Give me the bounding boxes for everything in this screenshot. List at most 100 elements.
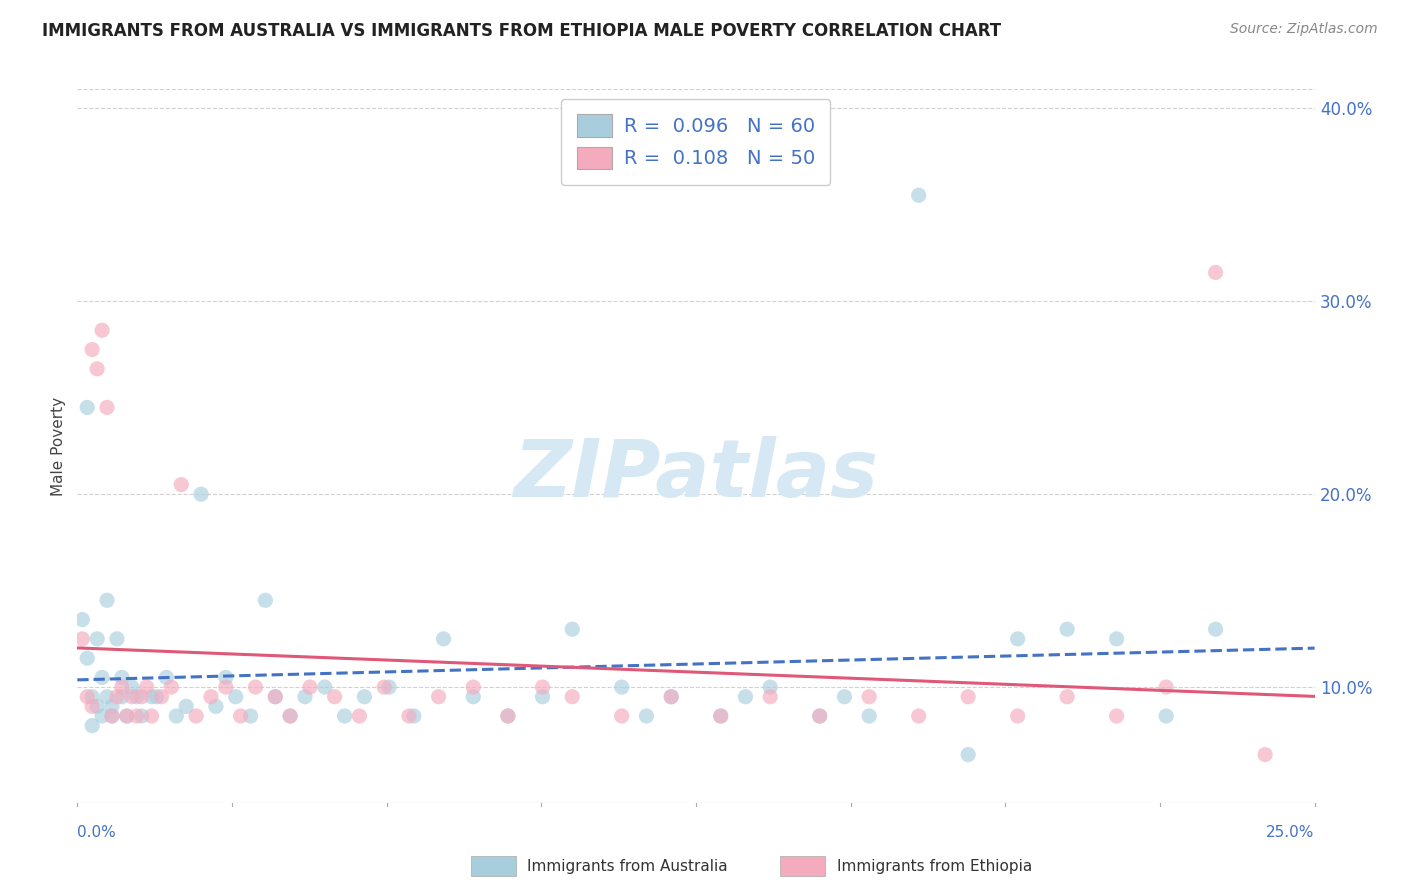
Point [86, 362, 108, 376]
Text: 0.0%: 0.0% [77, 825, 117, 840]
Point [907, 709, 929, 723]
Point [1254, 747, 1277, 762]
Point [86, 632, 108, 646]
Point [710, 709, 733, 723]
Point [278, 709, 301, 723]
Point [245, 680, 267, 694]
Text: Immigrants from Ethiopia: Immigrants from Ethiopia [837, 859, 1032, 873]
Point [170, 477, 193, 491]
Point [225, 690, 247, 704]
Point [294, 690, 316, 704]
Point [298, 680, 321, 694]
Point [957, 690, 980, 704]
Point [1056, 690, 1078, 704]
Point [333, 709, 356, 723]
Point [111, 680, 134, 694]
Point [378, 680, 401, 694]
Point [463, 690, 485, 704]
Point [278, 709, 301, 723]
Point [111, 670, 134, 684]
Point [125, 709, 148, 723]
Point [205, 699, 228, 714]
Point [215, 680, 238, 694]
Point [141, 709, 163, 723]
Point [561, 690, 583, 704]
Point [101, 709, 124, 723]
Point [759, 690, 782, 704]
Point [141, 690, 163, 704]
Point [264, 690, 287, 704]
Point [531, 680, 554, 694]
Point [636, 709, 658, 723]
Point [131, 690, 153, 704]
Point [190, 487, 212, 501]
Point [373, 680, 395, 694]
Point [907, 188, 929, 202]
Point [239, 709, 262, 723]
Point [659, 690, 682, 704]
Point [858, 690, 880, 704]
Point [229, 709, 252, 723]
Point [215, 670, 238, 684]
Point [957, 747, 980, 762]
Point [96, 401, 118, 415]
Point [101, 709, 124, 723]
Point [463, 680, 485, 694]
Point [174, 699, 197, 714]
Point [150, 690, 173, 704]
Point [264, 690, 287, 704]
Point [858, 709, 880, 723]
Point [1154, 709, 1177, 723]
Point [72, 632, 94, 646]
Point [1154, 680, 1177, 694]
Point [82, 719, 104, 733]
Point [121, 680, 143, 694]
Point [531, 690, 554, 704]
Point [135, 680, 157, 694]
Point [91, 709, 114, 723]
Point [165, 709, 187, 723]
Point [115, 709, 138, 723]
Point [76, 651, 98, 665]
Point [160, 680, 183, 694]
Point [1205, 622, 1227, 636]
Text: Immigrants from Australia: Immigrants from Australia [527, 859, 728, 873]
Point [759, 680, 782, 694]
Point [155, 670, 177, 684]
Text: ZIPatlas: ZIPatlas [513, 435, 879, 514]
Text: 25.0%: 25.0% [1267, 825, 1315, 840]
Y-axis label: Male Poverty: Male Poverty [51, 396, 66, 496]
Point [254, 593, 277, 607]
Point [111, 690, 134, 704]
Point [353, 690, 375, 704]
Point [105, 690, 128, 704]
Point [115, 709, 138, 723]
Point [808, 709, 831, 723]
Point [105, 632, 128, 646]
Point [496, 709, 519, 723]
Point [121, 690, 143, 704]
Point [808, 709, 831, 723]
Legend: R =  0.096   N = 60, R =  0.108   N = 50: R = 0.096 N = 60, R = 0.108 N = 50 [561, 99, 831, 185]
Point [91, 670, 114, 684]
Point [734, 690, 756, 704]
Point [834, 690, 856, 704]
Point [1056, 622, 1078, 636]
Point [659, 690, 682, 704]
Point [1105, 632, 1128, 646]
Point [561, 622, 583, 636]
Point [82, 343, 104, 357]
Point [96, 593, 118, 607]
Text: Source: ZipAtlas.com: Source: ZipAtlas.com [1230, 22, 1378, 37]
Point [82, 690, 104, 704]
Point [398, 709, 420, 723]
Point [496, 709, 519, 723]
Point [101, 699, 124, 714]
Text: IMMIGRANTS FROM AUSTRALIA VS IMMIGRANTS FROM ETHIOPIA MALE POVERTY CORRELATION C: IMMIGRANTS FROM AUSTRALIA VS IMMIGRANTS … [42, 22, 1001, 40]
Point [76, 690, 98, 704]
Point [427, 690, 450, 704]
Point [402, 709, 425, 723]
Point [96, 690, 118, 704]
Point [1105, 709, 1128, 723]
Point [82, 699, 104, 714]
